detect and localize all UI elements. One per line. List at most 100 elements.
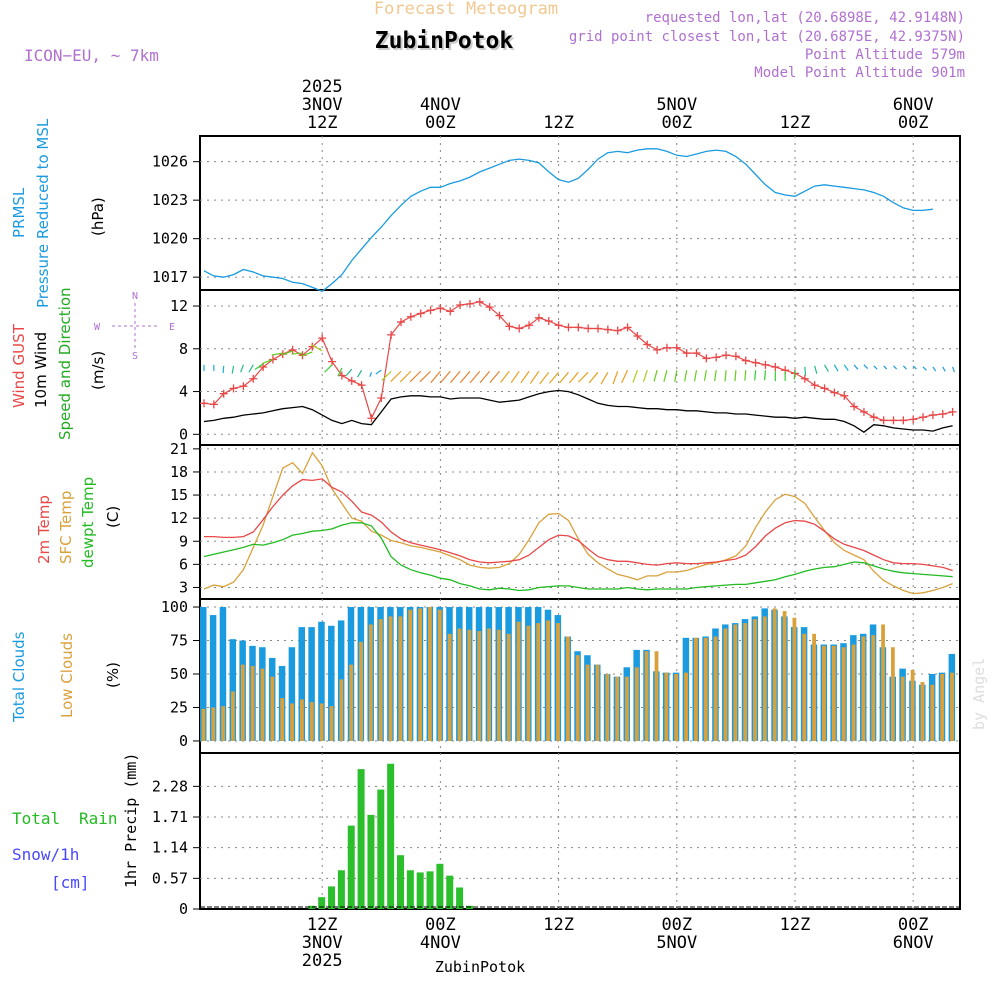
y-tick-label: 1023	[152, 191, 188, 209]
direction-arrow	[843, 364, 849, 371]
gust-marker	[722, 351, 731, 360]
direction-arrow	[300, 351, 313, 357]
gust-marker	[938, 410, 947, 418]
y-tick-label: 1017	[152, 268, 188, 286]
low-cloud-bar	[428, 607, 432, 741]
total-cloud-bar	[200, 607, 207, 741]
gust-marker	[712, 353, 721, 362]
gust-marker	[623, 323, 632, 332]
low-cloud-bar	[900, 676, 905, 741]
low-cloud-bar	[792, 617, 797, 741]
gust-marker	[495, 311, 504, 320]
direction-arrow	[814, 365, 818, 374]
gust-marker	[456, 300, 465, 309]
temperature-panel	[199, 444, 961, 600]
bottom-time-label: 00Z	[898, 915, 929, 935]
rain-bar	[436, 863, 444, 909]
low-cloud-bar	[831, 645, 836, 741]
direction-arrow	[248, 364, 254, 373]
low-cloud-bar	[329, 706, 334, 741]
gust-marker	[840, 391, 849, 400]
low-cloud-bar	[290, 703, 294, 741]
rain-bar	[367, 814, 375, 909]
y-tick-label: 0	[179, 425, 188, 443]
direction-arrow	[853, 364, 859, 370]
rain-bar	[328, 886, 336, 909]
gust-marker	[731, 352, 740, 361]
rain-bar	[387, 763, 395, 909]
gust-marker	[751, 358, 760, 367]
low-cloud-bar	[250, 665, 255, 741]
direction-arrow	[529, 370, 540, 384]
y-tick-label: 1026	[152, 153, 188, 171]
direction-arrow	[703, 370, 707, 381]
low-cloud-bar	[615, 676, 619, 741]
low-cloud-bar	[240, 664, 245, 741]
low-cloud-bar	[891, 647, 895, 741]
compass-rose: N W E S	[94, 291, 175, 362]
total-cloud-bar	[298, 627, 305, 741]
total-clouds-label: Total Clouds	[10, 631, 28, 723]
low-cloud-bar	[585, 664, 590, 741]
low-cloud-bar	[516, 621, 521, 741]
low-cloud-bar	[575, 655, 580, 741]
gust-marker	[239, 382, 248, 391]
station-title-shadow: ZubinPotok	[377, 30, 516, 56]
y-tick-label: 25	[170, 698, 188, 716]
low-cloud-bar	[309, 702, 314, 741]
low-cloud-bar	[388, 616, 393, 741]
bottom-time-label: 6NOV	[893, 933, 934, 953]
station-title: ZubinPotok	[375, 28, 514, 54]
low-cloud-bar	[881, 624, 885, 741]
low-cloud-bar	[644, 651, 649, 741]
point-altitude: Point Altitude 579m	[805, 47, 965, 63]
low-cloud-bar	[822, 645, 826, 741]
gust-marker	[909, 415, 918, 424]
direction-arrow	[763, 370, 767, 381]
gust-marker	[633, 331, 642, 340]
gust-marker	[584, 324, 593, 333]
low-cloud-bar	[536, 623, 541, 741]
gust-marker	[387, 330, 396, 339]
direction-arrow	[390, 370, 402, 382]
direction-arrow	[600, 372, 609, 385]
direction-arrow	[409, 370, 422, 383]
model-label: ICON−EU, ~ 7km	[24, 46, 159, 65]
bottom-time-label: 00Z	[425, 915, 456, 935]
low-cloud-bar	[418, 608, 422, 741]
low-cloud-bar	[319, 703, 324, 741]
gust-marker	[859, 407, 868, 416]
low-cloud-bar	[684, 672, 688, 741]
y-tick-label: 8	[179, 340, 188, 358]
direction-arrow	[548, 371, 560, 384]
y-tick-label: 18	[170, 463, 188, 481]
gust-marker	[505, 322, 514, 331]
gust-marker	[830, 388, 839, 397]
low-cloud-bar	[762, 616, 767, 741]
pressure-unit-label: (hPa)	[89, 197, 107, 236]
rain-bar	[337, 870, 345, 909]
direction-arrow	[262, 358, 274, 364]
low-cloud-bar	[398, 616, 403, 741]
low-cloud-bar	[743, 623, 748, 741]
y-tick-label: 1020	[152, 230, 188, 248]
bottom-time-label: 12Z	[543, 915, 574, 935]
gust-marker	[337, 371, 346, 380]
gust-marker	[318, 334, 327, 343]
compass-w: W	[94, 322, 101, 333]
total-label: Total	[12, 809, 60, 828]
y-tick-label: 1.14	[152, 839, 188, 857]
subtitle: Forecast Meteogram	[374, 0, 558, 19]
gust-marker	[544, 317, 553, 325]
rain-label: Rain	[79, 809, 118, 828]
low-clouds-label: Low Clouds	[58, 633, 76, 718]
low-cloud-bar	[506, 633, 511, 741]
y-tick-label: 100	[161, 598, 188, 616]
gust-marker	[347, 376, 356, 385]
gust-marker	[554, 321, 563, 330]
gust-marker	[761, 360, 770, 369]
y-tick-label: 12	[170, 297, 188, 315]
gust-marker	[288, 345, 297, 354]
